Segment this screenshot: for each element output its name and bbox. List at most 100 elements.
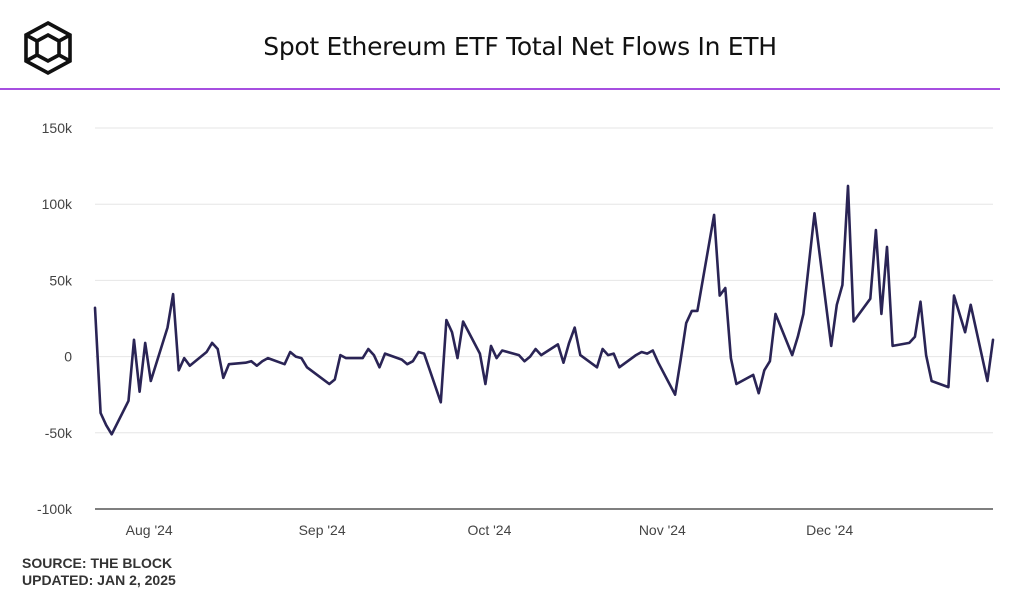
x-tick-label: Aug '24 (126, 522, 173, 538)
data-point (735, 383, 737, 385)
data-point (105, 424, 107, 426)
x-tick-label: Dec '24 (806, 522, 853, 538)
data-point (289, 351, 291, 353)
data-point (217, 348, 219, 350)
data-point (267, 357, 269, 359)
data-point (986, 380, 988, 382)
data-point (183, 357, 185, 359)
data-point (680, 358, 682, 360)
data-point (797, 336, 799, 338)
data-point (306, 366, 308, 368)
data-point (919, 301, 921, 303)
data-point (362, 357, 364, 359)
data-point (930, 380, 932, 382)
y-tick-label: -50k (45, 425, 73, 441)
data-point (256, 365, 258, 367)
data-point (94, 307, 96, 309)
data-point (406, 363, 408, 365)
data-point (908, 342, 910, 344)
data-point (953, 294, 955, 296)
data-point (568, 342, 570, 344)
y-tick-label: 100k (42, 196, 73, 212)
data-point (724, 287, 726, 289)
data-point (847, 185, 849, 187)
data-point (758, 392, 760, 394)
data-point (172, 293, 174, 295)
title-divider (0, 88, 1000, 90)
y-tick-label: -100k (37, 501, 73, 517)
data-point (228, 363, 230, 365)
data-point (244, 362, 246, 364)
data-point (529, 355, 531, 357)
data-point (222, 377, 224, 379)
updated-label: UPDATED: JAN 2, 2025 (22, 572, 176, 588)
data-point (166, 326, 168, 328)
data-point (557, 343, 559, 345)
data-point (440, 401, 442, 403)
data-point (334, 378, 336, 380)
data-point (635, 354, 637, 356)
data-point (484, 383, 486, 385)
data-point (479, 352, 481, 354)
data-point (373, 354, 375, 356)
data-point (261, 360, 263, 362)
data-point (880, 313, 882, 315)
line-chart: -100k -50k 0 50k 100k 150k Aug '24 Sep '24 Oct '… (37, 120, 995, 538)
data-point (540, 354, 542, 356)
data-point (211, 342, 213, 344)
data-point (250, 360, 252, 362)
data-point (852, 320, 854, 322)
x-tick-label: Nov '24 (639, 522, 686, 538)
data-point (964, 331, 966, 333)
data-point (830, 345, 832, 347)
data-point (774, 313, 776, 315)
data-point (652, 349, 654, 351)
data-point (462, 320, 464, 322)
data-point (295, 355, 297, 357)
data-point (752, 374, 754, 376)
x-tick-label: Sep '24 (299, 522, 346, 538)
data-point (328, 383, 330, 385)
y-tick-label: 50k (49, 272, 73, 288)
data-point (869, 298, 871, 300)
data-point (133, 339, 135, 341)
data-point (495, 357, 497, 359)
data-point (99, 412, 101, 414)
data-point (891, 345, 893, 347)
data-point (696, 310, 698, 312)
data-point (674, 394, 676, 396)
data-point (925, 354, 927, 356)
data-point (646, 352, 648, 354)
data-point (534, 348, 536, 350)
data-point (992, 339, 994, 341)
data-point (802, 313, 804, 315)
net-flow-line (93, 184, 995, 436)
data-point (412, 360, 414, 362)
data-point (841, 284, 843, 286)
data-point (189, 365, 191, 367)
data-point (205, 351, 207, 353)
data-point (875, 229, 877, 231)
y-tick-label: 0 (64, 349, 72, 365)
data-point (417, 351, 419, 353)
data-point (970, 304, 972, 306)
the-block-cube-logo-icon (24, 20, 72, 76)
data-point (423, 352, 425, 354)
data-point (345, 357, 347, 359)
data-point (523, 360, 525, 362)
data-point (300, 357, 302, 359)
source-label: SOURCE: THE BLOCK (22, 555, 173, 571)
data-point (445, 319, 447, 321)
data-point (150, 380, 152, 382)
data-point (691, 310, 693, 312)
data-point (401, 358, 403, 360)
data-point (657, 362, 659, 364)
data-point (947, 386, 949, 388)
data-point (501, 349, 503, 351)
data-point (138, 391, 140, 393)
header: Spot Ethereum ETF Total Net Flows In ETH (0, 0, 1024, 90)
data-point (378, 366, 380, 368)
x-tick-label: Oct '24 (467, 522, 511, 538)
data-point (601, 348, 603, 350)
data-point (836, 304, 838, 306)
